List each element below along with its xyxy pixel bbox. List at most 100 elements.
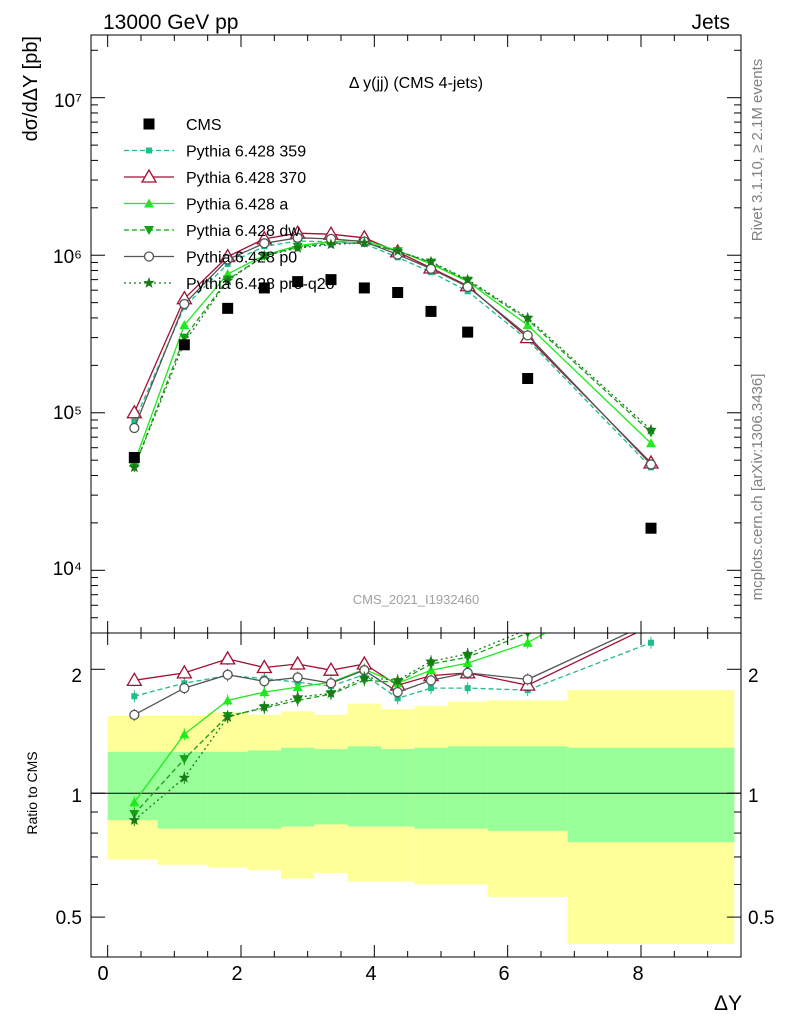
stat-uncertainty-band [107, 751, 158, 821]
legend-label: Pythia 6.428 359 [186, 144, 306, 161]
ratio-point [292, 672, 303, 683]
data-point [325, 274, 337, 286]
y-ratio-tick-label: 0.5 [56, 908, 82, 929]
ratio-point [179, 682, 190, 694]
ratio-series-4 [129, 633, 630, 721]
ratio-point [129, 709, 140, 720]
series-point [259, 238, 270, 249]
x-tick-label: 4 [365, 963, 376, 985]
ratio-point [646, 546, 656, 555]
stat-uncertainty-band [347, 746, 381, 827]
x-axis-label: ΔY [714, 992, 742, 1015]
ratio-series-5 [128, 539, 656, 827]
energy-label: 13000 GeV pp [103, 11, 238, 34]
ratio-point [179, 755, 190, 765]
ratio-point [179, 729, 190, 739]
ratio-point [176, 664, 193, 679]
series-point [325, 238, 337, 250]
data-point [425, 305, 437, 317]
ratio-point [322, 661, 340, 676]
ratio-uncertainty-bands [91, 690, 741, 945]
data-point [462, 326, 474, 338]
legend: CMS Pythia 6.428 359 Pythia 6.428 370 Pythi… [124, 117, 335, 293]
data-point [645, 522, 657, 534]
ratio-point [259, 676, 270, 687]
data-point [392, 286, 404, 298]
series-point [131, 418, 138, 425]
ratio-line [133, 633, 529, 815]
plot-title: Δ y(jj) (CMS 4-jets) [349, 75, 483, 92]
legend-label: CMS [186, 117, 222, 134]
side-text-rivet: Rivet 3.1.10, ≥ 2.1M events [749, 59, 766, 242]
x-tick-label: 0 [97, 963, 108, 985]
y-main-tick-label: 10⁴ [53, 559, 82, 580]
y-ratio-tick-labels-left: 0.5 1 2 [56, 666, 82, 929]
legend-label: Pythia 6.428 p0 [186, 250, 297, 267]
ratio-point [394, 695, 401, 702]
series-point [646, 438, 656, 448]
series-line [133, 237, 652, 465]
series-line [133, 239, 652, 464]
ratio-point [128, 814, 140, 825]
series-point [645, 423, 657, 435]
series-point [425, 263, 437, 274]
x-tick-labels: 0 2 4 6 8 [97, 963, 643, 985]
series-point [522, 311, 534, 323]
cms-data-points [128, 274, 657, 534]
ratio-point [259, 687, 270, 697]
series-point [179, 320, 190, 330]
series-point [522, 330, 533, 341]
ratio-point [222, 669, 233, 680]
series-line [133, 232, 652, 464]
ratio-series [126, 539, 658, 827]
legend-marker [144, 226, 154, 235]
stat-uncertainty-band [281, 747, 315, 827]
ratio-point [258, 701, 270, 712]
stat-uncertainty-band [567, 747, 735, 843]
data-point [178, 339, 190, 351]
ratio-line [134, 633, 638, 686]
ratio-point [131, 693, 138, 700]
stat-uncertainty-band [247, 750, 281, 829]
series-point [179, 298, 190, 310]
data-point [522, 373, 534, 385]
ratio-point [524, 633, 531, 638]
x-tick-label: 2 [231, 963, 242, 985]
ratio-point [645, 539, 656, 550]
legend-label: Pythia 6.428 370 [186, 170, 306, 187]
series-point [128, 461, 140, 473]
series-point [462, 281, 473, 292]
y-main-tick-label: 10⁶ [53, 247, 82, 268]
y-main-tick-label: 10⁷ [54, 91, 82, 112]
ratio-point [644, 619, 658, 631]
ratio-point [222, 695, 233, 705]
ratio-point [126, 672, 143, 686]
legend-marker [146, 147, 152, 154]
series-point [425, 255, 437, 267]
data-point [222, 302, 234, 314]
ratio-point [129, 797, 140, 807]
data-point [258, 282, 270, 294]
ratio-point [462, 667, 473, 679]
main-series-4 [129, 232, 657, 470]
series-point [292, 242, 304, 253]
ratio-point [289, 655, 306, 670]
stat-uncertainty-band [207, 751, 248, 829]
series-point [222, 274, 234, 286]
stat-uncertainty-band [487, 746, 568, 831]
axes-frame [90, 34, 742, 958]
y-ratio-tick-label-right: 0.5 [748, 908, 774, 929]
side-text-mcplots: mcplots.cern.ch [arXiv:1306.3436] [749, 374, 766, 601]
data-point [358, 282, 370, 294]
ratio-point [219, 650, 236, 665]
y-main-tick-labels: 10⁴ 10⁵ 10⁶ 10⁷ [53, 91, 82, 580]
ratio-line [133, 633, 547, 803]
series-point [646, 428, 656, 438]
series-point [222, 254, 233, 265]
ratio-point [358, 671, 370, 683]
series-point [129, 422, 140, 434]
ratio-point [462, 647, 474, 659]
y-axis-label-ratio: Ratio to CMS [24, 751, 40, 834]
ratio-point [425, 675, 437, 686]
